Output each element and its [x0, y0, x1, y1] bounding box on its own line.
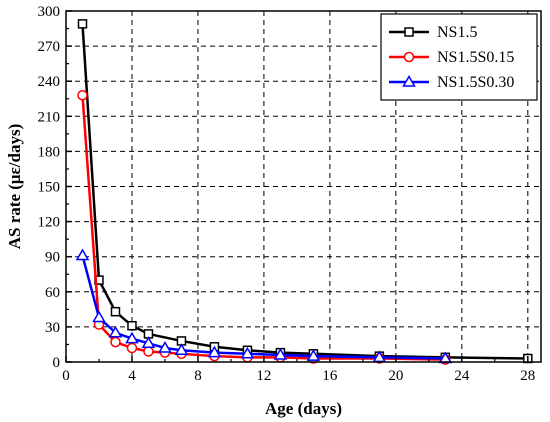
data-point: [207, 345, 222, 358]
y-tick-label: 90: [45, 250, 60, 266]
data-point: [126, 342, 138, 354]
legend-marker: [402, 75, 416, 87]
x-tick-label: 0: [62, 368, 70, 384]
x-tick-label: 4: [128, 368, 136, 384]
legend-item: NS1.5S0.30: [389, 74, 514, 91]
x-tick-label: 12: [256, 368, 271, 384]
data-point: [110, 306, 121, 317]
data-point: [77, 89, 88, 101]
legend-item: NS1.5: [389, 24, 477, 41]
y-tick-label: 180: [38, 144, 61, 160]
x-tick-label: 16: [322, 368, 338, 384]
y-tick-label: 0: [53, 355, 61, 371]
axis-ticks: 0 4 8 12 16 20 24 28 0 30 60 90 120 150 180 210 240 270 30…: [38, 4, 536, 384]
data-point: [127, 320, 137, 331]
data-point: [108, 325, 123, 338]
data-point: [158, 340, 172, 353]
y-tick-label: 120: [38, 215, 61, 231]
legend-label: NS1.5S0.30: [437, 74, 514, 91]
legend-label: NS1.5: [437, 24, 477, 41]
data-point: [110, 336, 121, 348]
data-point: [141, 336, 156, 349]
y-tick-label: 210: [38, 109, 61, 125]
x-axis-title: Age (days): [265, 399, 342, 418]
legend-marker: [403, 51, 415, 63]
y-tick-label: 300: [38, 4, 61, 20]
data-point: [306, 349, 321, 361]
y-tick-label: 30: [45, 320, 60, 336]
x-tick-label: 24: [454, 368, 470, 384]
x-tick-label: 28: [520, 368, 535, 384]
data-point: [77, 19, 88, 29]
series-layer: [75, 19, 533, 365]
legend-item: NS1.5S0.15: [389, 49, 514, 66]
x-tick-label: 20: [388, 368, 403, 384]
legend: NS1.5 NS1.5S0.15 NS1.5S0.30: [380, 13, 538, 101]
x-tick-label: 8: [194, 368, 202, 384]
data-point: [75, 248, 90, 261]
y-tick-label: 60: [45, 285, 60, 301]
data-point: [174, 343, 189, 356]
data-point: [273, 347, 288, 360]
data-point: [143, 346, 154, 357]
y-axis-title: AS rate (με/days): [5, 124, 24, 250]
data-point: [125, 331, 139, 344]
legend-marker: [404, 27, 414, 37]
y-tick-label: 270: [38, 39, 61, 55]
data-point: [92, 310, 106, 323]
y-tick-label: 150: [38, 180, 61, 196]
legend-label: NS1.5S0.15: [437, 49, 514, 66]
y-tick-label: 240: [38, 74, 61, 90]
data-point: [240, 346, 255, 359]
series-NS1.5S0.30: [75, 248, 453, 364]
